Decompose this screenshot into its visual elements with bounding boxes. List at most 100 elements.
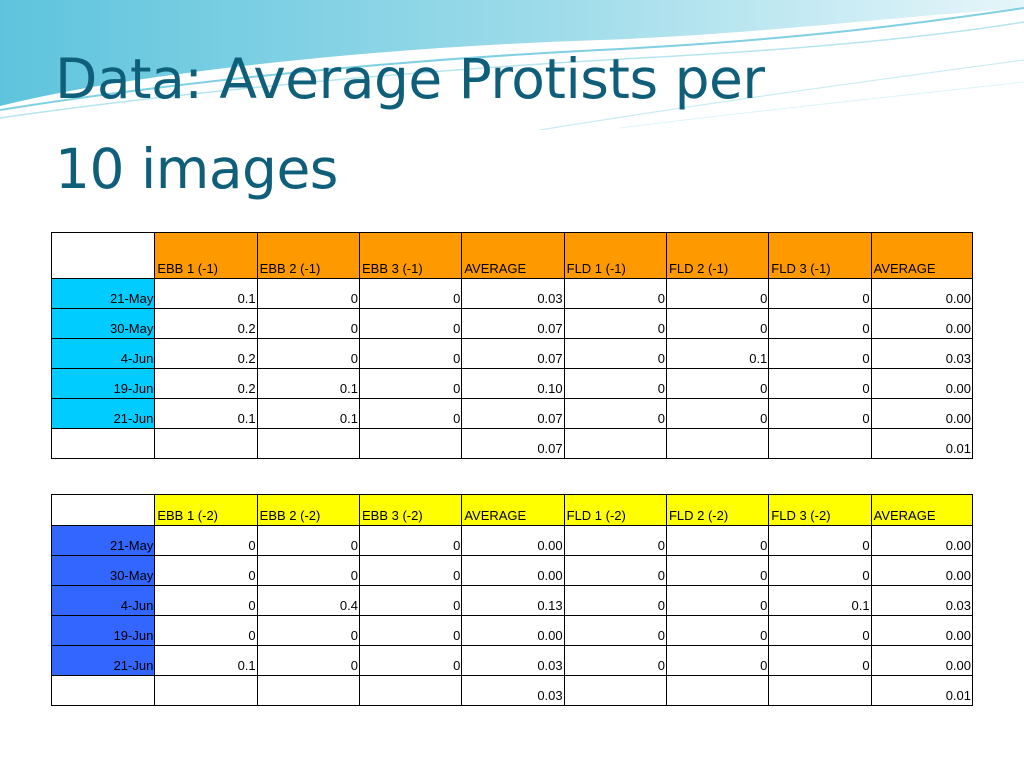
value-cell: 0 — [154, 615, 258, 646]
table-header-row: EBB 1 (-2) EBB 2 (-2) EBB 3 (-2) AVERAGE FLD… — [50, 494, 974, 526]
value-cell: 0 — [154, 525, 258, 556]
table-row: 21-May 0.1 0 0 0.03 0 0 0 0.00 — [50, 278, 974, 309]
value-cell: 0 — [768, 398, 872, 429]
column-header: EBB 1 (-2) — [154, 494, 258, 526]
value-cell: 0 — [256, 308, 360, 339]
decorative-wave-banner — [0, 0, 1024, 130]
value-cell: 0.13 — [461, 585, 565, 616]
value-cell: 0 — [665, 368, 770, 399]
summary-row: 0.03 0.01 — [50, 675, 974, 706]
value-cell: 0 — [768, 338, 872, 369]
column-header: AVERAGE — [870, 232, 974, 279]
value-cell: 0 — [358, 645, 463, 676]
value-cell: 0 — [563, 338, 667, 369]
corner-cell — [50, 232, 156, 279]
value-cell: 0.00 — [870, 278, 974, 309]
summary-label-cell — [50, 428, 156, 459]
row-date: 4-Jun — [50, 338, 156, 369]
value-cell: 0.1 — [154, 645, 258, 676]
value-cell: 0.03 — [870, 585, 974, 616]
value-cell: 0 — [154, 585, 258, 616]
value-cell: 0 — [768, 525, 872, 556]
value-cell: 0 — [563, 645, 667, 676]
value-cell: 0 — [665, 615, 770, 646]
value-cell: 0 — [563, 278, 667, 309]
table-row: 30-May 0 0 0 0.00 0 0 0 0.00 — [50, 555, 974, 586]
table-row: 21-Jun 0.1 0.1 0 0.07 0 0 0 0.00 — [50, 398, 974, 429]
value-cell: 0 — [665, 585, 770, 616]
value-cell: 0.10 — [461, 368, 565, 399]
column-header: FLD 3 (-1) — [768, 232, 872, 279]
value-cell: 0.00 — [870, 368, 974, 399]
value-cell: 0 — [563, 615, 667, 646]
column-header: EBB 2 (-2) — [256, 494, 360, 526]
value-cell: 0 — [563, 585, 667, 616]
value-cell: 0.03 — [870, 338, 974, 369]
value-cell: 0.00 — [870, 398, 974, 429]
row-date: 19-Jun — [50, 368, 156, 399]
value-cell: 0 — [768, 645, 872, 676]
value-cell: 0 — [563, 368, 667, 399]
value-cell: 0.1 — [154, 398, 258, 429]
value-cell: 0 — [358, 398, 463, 429]
column-header: FLD 3 (-2) — [768, 494, 872, 526]
table-row: 30-May 0.2 0 0 0.07 0 0 0 0.00 — [50, 308, 974, 339]
value-cell: 0.00 — [870, 525, 974, 556]
table-row: 21-May 0 0 0 0.00 0 0 0 0.00 — [50, 525, 974, 556]
summary-cell: 0.01 — [870, 675, 974, 706]
value-cell: 0.2 — [154, 308, 258, 339]
value-cell: 0 — [256, 525, 360, 556]
value-cell: 0.00 — [461, 615, 565, 646]
column-header: FLD 2 (-1) — [665, 232, 770, 279]
row-date: 4-Jun — [50, 585, 156, 616]
value-cell: 0 — [665, 555, 770, 586]
corner-cell — [50, 494, 156, 526]
table-row: 4-Jun 0 0.4 0 0.13 0 0 0.1 0.03 — [50, 585, 974, 616]
summary-cell — [563, 675, 667, 706]
value-cell: 0 — [665, 308, 770, 339]
summary-cell — [154, 675, 258, 706]
value-cell: 0 — [358, 338, 463, 369]
row-date: 19-Jun — [50, 615, 156, 646]
value-cell: 0 — [563, 555, 667, 586]
value-cell: 0.1 — [665, 338, 770, 369]
summary-cell: 0.01 — [870, 428, 974, 459]
slide-title-line-1: Data: Average Protists per — [55, 47, 765, 111]
table-row: 21-Jun 0.1 0 0 0.03 0 0 0 0.00 — [50, 645, 974, 676]
value-cell: 0.00 — [870, 645, 974, 676]
value-cell: 0 — [665, 525, 770, 556]
protist-table-minus-2: EBB 1 (-2) EBB 2 (-2) EBB 3 (-2) AVERAGE FLD… — [50, 494, 974, 706]
value-cell: 0 — [358, 555, 463, 586]
row-date: 21-May — [50, 525, 156, 556]
summary-cell — [665, 675, 770, 706]
column-header: AVERAGE — [461, 494, 565, 526]
value-cell: 0 — [768, 555, 872, 586]
column-header: EBB 3 (-1) — [358, 232, 463, 279]
column-header: AVERAGE — [870, 494, 974, 526]
value-cell: 0 — [256, 555, 360, 586]
row-date: 21-May — [50, 278, 156, 309]
value-cell: 0 — [768, 368, 872, 399]
column-header: AVERAGE — [461, 232, 565, 279]
value-cell: 0 — [256, 615, 360, 646]
summary-cell — [358, 428, 463, 459]
table-header-row: EBB 1 (-1) EBB 2 (-1) EBB 3 (-1) AVERAGE FLD… — [50, 232, 974, 279]
value-cell: 0.1 — [256, 368, 360, 399]
value-cell: 0 — [154, 555, 258, 586]
value-cell: 0.07 — [461, 338, 565, 369]
value-cell: 0 — [358, 525, 463, 556]
value-cell: 0 — [256, 645, 360, 676]
value-cell: 0.2 — [154, 368, 258, 399]
summary-cell — [768, 675, 872, 706]
summary-cell — [768, 428, 872, 459]
value-cell: 0 — [358, 308, 463, 339]
value-cell: 0.00 — [870, 615, 974, 646]
value-cell: 0.03 — [461, 278, 565, 309]
column-header: FLD 1 (-1) — [563, 232, 667, 279]
row-date: 30-May — [50, 555, 156, 586]
value-cell: 0.1 — [256, 398, 360, 429]
value-cell: 0.00 — [461, 555, 565, 586]
summary-cell — [256, 675, 360, 706]
row-date: 21-Jun — [50, 398, 156, 429]
table-row: 4-Jun 0.2 0 0 0.07 0 0.1 0 0.03 — [50, 338, 974, 369]
